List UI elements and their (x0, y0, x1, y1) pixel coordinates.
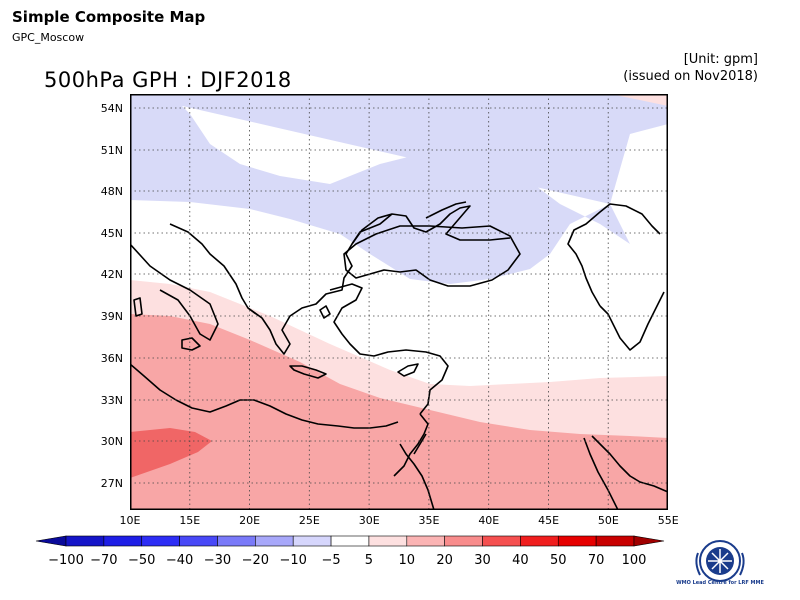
lon-label: 45E (538, 514, 560, 527)
lon-label: 55E (657, 514, 679, 527)
lon-label: 50E (597, 514, 619, 527)
colorbar-label: −70 (90, 553, 118, 568)
lat-label: 51N (100, 144, 123, 157)
colorbar-label: −5 (321, 553, 341, 568)
colorbar-label: −10 (279, 553, 307, 568)
lon-label: 20E (239, 514, 261, 527)
colorbar-label: −100 (48, 553, 84, 568)
lon-label: 10E (119, 514, 141, 527)
colorbar-label: −40 (165, 553, 194, 568)
wmo-logo (695, 540, 745, 582)
lat-label: 36N (100, 352, 123, 365)
colorbar-swatch (330, 535, 370, 547)
map-title: 500hPa GPH : DJF2018 (44, 68, 292, 92)
colorbar-label: 50 (549, 553, 567, 568)
lat-label: 42N (100, 268, 123, 281)
map-plot (130, 94, 668, 510)
colorbar (35, 535, 665, 547)
colorbar-label: 100 (621, 553, 647, 568)
colorbar-label: 5 (364, 553, 374, 568)
colorbar-swatch (595, 535, 635, 547)
colorbar-arrow-low (35, 535, 67, 547)
colorbar-swatch (557, 535, 597, 547)
colorbar-label: −30 (203, 553, 232, 568)
colorbar-label: 10 (398, 553, 416, 568)
lat-label: 48N (100, 185, 123, 198)
coastlines (130, 201, 668, 510)
colorbar-swatch (368, 535, 408, 547)
colorbar-swatch (65, 535, 105, 547)
page-subtitle: GPC_Moscow (12, 31, 85, 44)
colorbar-swatch (520, 535, 559, 547)
colorbar-swatch (406, 535, 445, 547)
page-title: Simple Composite Map (12, 8, 206, 26)
colorbar-label: 70 (587, 553, 605, 568)
lon-label: 15E (179, 514, 201, 527)
lon-label: 30E (358, 514, 380, 527)
colorbar-label: 40 (512, 553, 529, 568)
grid-lines (130, 94, 668, 510)
positive-anomaly-strong (130, 428, 212, 478)
colorbar-swatch (292, 535, 332, 547)
colorbar-swatch (255, 535, 294, 547)
colorbar-swatch (103, 535, 143, 547)
lon-label: 40E (478, 514, 500, 527)
negative-anomaly-region (130, 94, 668, 284)
colorbar-arrow-high (633, 535, 665, 547)
positive-anomaly-medium (130, 314, 668, 510)
wmo-logo-text: WMO Lead Centre for LRF MME (676, 580, 764, 586)
lat-label: 45N (100, 227, 123, 240)
map-frame (130, 94, 668, 510)
colorbar-label: 30 (474, 553, 491, 568)
colorbar-swatch (444, 535, 483, 547)
positive-anomaly-corner (610, 94, 668, 106)
lat-label: 33N (100, 394, 123, 407)
colorbar-label: −20 (241, 553, 270, 568)
lat-label: 54N (100, 102, 123, 115)
lat-label: 30N (100, 435, 123, 448)
colorbar-swatch (179, 535, 218, 547)
lat-label: 39N (100, 310, 123, 323)
colorbar-swatch (482, 535, 521, 547)
colorbar-label: 20 (436, 553, 453, 568)
issued-label: (issued on Nov2018) (623, 69, 758, 84)
colorbar-swatch (141, 535, 180, 547)
lon-label: 35E (418, 514, 440, 527)
unit-label: [Unit: gpm] (683, 52, 758, 67)
lon-label: 25E (298, 514, 320, 527)
colorbar-swatch (217, 535, 256, 547)
lat-label: 27N (100, 477, 123, 490)
colorbar-label: −50 (128, 553, 156, 568)
